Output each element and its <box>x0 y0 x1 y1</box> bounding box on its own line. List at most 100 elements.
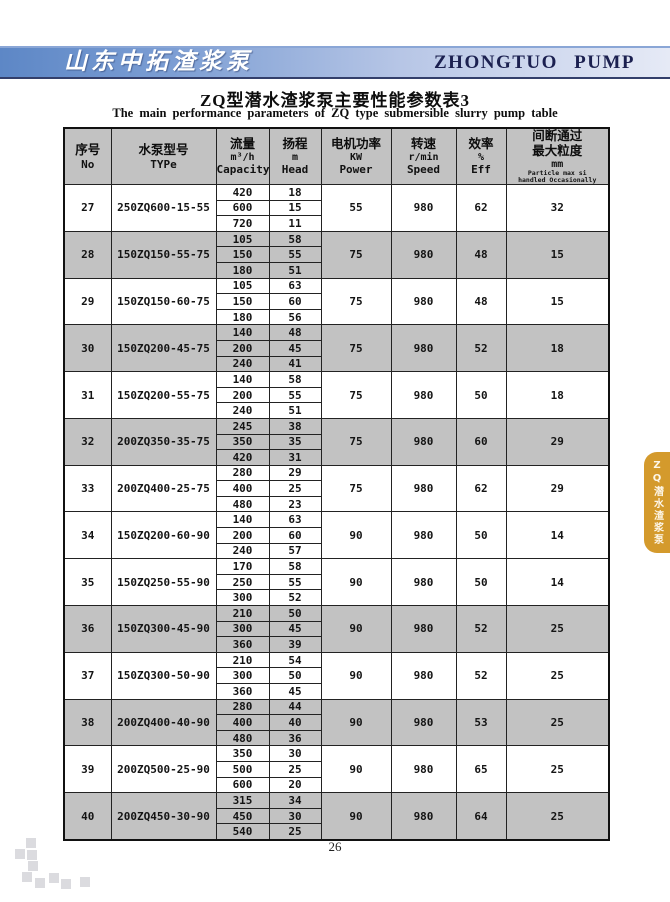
cell-no: 38 <box>63 698 112 747</box>
cell-eff: 48 <box>455 230 507 279</box>
cell-capacity: 210 <box>215 605 270 622</box>
cell-capacity: 250 <box>215 573 270 591</box>
cell-eff: 65 <box>455 745 507 794</box>
cell-power: 55 <box>320 184 392 232</box>
cell-head: 44 <box>268 698 322 716</box>
cell-capacity: 450 <box>215 807 270 825</box>
cell-particle: 25 <box>505 698 610 747</box>
cell-type: 150ZQ200-55-75 <box>110 371 217 419</box>
cell-head: 38 <box>268 417 322 435</box>
table-row: 36 150ZQ300-45-90 210 50 90 980 52 25 <box>63 605 610 653</box>
cell-head: 58 <box>268 230 322 248</box>
cell-power: 90 <box>320 605 392 653</box>
cell-power: 75 <box>320 277 392 326</box>
table-row: 35 150ZQ250-55-90 170 58 90 980 50 14 <box>63 558 610 607</box>
cell-eff: 60 <box>455 417 507 466</box>
header-cell-1: 水泵型号 TYPe <box>110 127 217 185</box>
cell-power: 75 <box>320 324 392 373</box>
cell-eff: 48 <box>455 277 507 326</box>
cell-head: 63 <box>268 277 322 295</box>
cell-speed: 980 <box>390 371 457 419</box>
table-row: 29 150ZQ150-60-75 105 63 75 980 48 15 <box>63 277 610 326</box>
table-row: 200 45 <box>64 339 609 357</box>
cell-head: 60 <box>268 527 322 544</box>
table-row: 39 200ZQ500-25-90 350 30 90 980 65 25 <box>63 745 610 794</box>
cell-speed: 980 <box>390 605 457 653</box>
cell-speed: 980 <box>390 277 457 326</box>
table-row: 600 20 <box>64 776 609 794</box>
cell-head: 50 <box>268 667 322 684</box>
cell-capacity: 300 <box>215 620 270 638</box>
cell-capacity: 360 <box>215 683 270 700</box>
cell-eff: 64 <box>455 792 507 841</box>
cell-head: 50 <box>268 605 322 622</box>
table-row: 180 51 <box>64 261 609 279</box>
table-row: 150 60 <box>64 293 609 310</box>
cell-speed: 980 <box>390 324 457 373</box>
table-row: 200 60 <box>64 527 609 544</box>
cell-capacity: 240 <box>215 355 270 373</box>
cell-head: 45 <box>268 620 322 638</box>
cell-no: 32 <box>63 417 112 466</box>
cell-head: 63 <box>268 511 322 529</box>
cell-head: 57 <box>268 542 322 560</box>
header-cell-2: 流量 m³/h Capacity <box>215 127 270 185</box>
cell-type: 250ZQ600-15-55 <box>110 184 217 232</box>
cell-particle: 25 <box>505 605 610 653</box>
cell-eff: 62 <box>455 184 507 232</box>
cell-speed: 980 <box>390 792 457 841</box>
cell-type: 150ZQ150-55-75 <box>110 230 217 279</box>
header-cell-3: 扬程 m Head <box>268 127 322 185</box>
cell-speed: 980 <box>390 698 457 747</box>
cell-particle: 14 <box>505 511 610 560</box>
cell-no: 34 <box>63 511 112 560</box>
cell-head: 20 <box>268 776 322 794</box>
cell-type: 200ZQ450-30-90 <box>110 792 217 841</box>
table-row: 40 200ZQ450-30-90 315 34 90 980 64 25 <box>63 792 610 841</box>
cell-head: 55 <box>268 573 322 591</box>
cell-head: 41 <box>268 355 322 373</box>
cell-eff: 50 <box>455 371 507 419</box>
header-cell-7: 间断通过 最大粒度 mm Particle max si handled Occasio… <box>505 127 610 185</box>
cell-particle: 14 <box>505 558 610 607</box>
cell-capacity: 350 <box>215 745 270 762</box>
table-row: 38 200ZQ400-40-90 280 44 90 980 53 25 <box>63 698 610 747</box>
section-side-tab-label: ZQ潜水渣浆泵 <box>651 459 663 546</box>
cell-no: 29 <box>63 277 112 326</box>
table-row: 240 41 <box>64 355 609 373</box>
cell-head: 58 <box>268 371 322 388</box>
cell-speed: 980 <box>390 464 457 513</box>
table-row: 200 55 <box>64 386 609 404</box>
table-row: 37 150ZQ300-50-90 210 54 90 980 52 25 <box>63 651 610 700</box>
cell-head: 29 <box>268 464 322 482</box>
table-row: 180 56 <box>64 308 609 326</box>
cell-particle: 29 <box>505 417 610 466</box>
section-side-tab[interactable]: ZQ潜水渣浆泵 <box>644 452 670 553</box>
cell-capacity: 400 <box>215 480 270 497</box>
cell-head: 52 <box>268 589 322 607</box>
table-row: 480 23 <box>64 495 609 513</box>
cell-capacity: 480 <box>215 729 270 747</box>
cell-type: 150ZQ200-45-75 <box>110 324 217 373</box>
table-row: 500 25 <box>64 760 609 778</box>
cell-eff: 52 <box>455 651 507 700</box>
cell-type: 150ZQ300-50-90 <box>110 651 217 700</box>
page-title-english: The main performance parameters of ZQ ty… <box>112 106 558 120</box>
cell-eff: 52 <box>455 324 507 373</box>
cell-capacity: 300 <box>215 667 270 684</box>
cell-capacity: 420 <box>215 449 270 466</box>
cell-particle: 18 <box>505 371 610 419</box>
cell-capacity: 200 <box>215 339 270 357</box>
cell-head: 51 <box>268 402 322 419</box>
page-title-chinese: ZQ型潜水渣浆泵主要性能参数表3 <box>199 91 471 110</box>
table-row: 150 55 <box>64 246 609 263</box>
cell-eff: 50 <box>455 558 507 607</box>
table-row: 350 35 <box>64 433 609 451</box>
cell-no: 30 <box>63 324 112 373</box>
cell-capacity: 140 <box>215 511 270 529</box>
table-row: 31 150ZQ200-55-75 140 58 75 980 50 18 <box>63 371 610 419</box>
mosaic-square <box>22 872 32 882</box>
table-row: 360 45 <box>64 683 609 700</box>
cell-no: 27 <box>63 184 112 232</box>
